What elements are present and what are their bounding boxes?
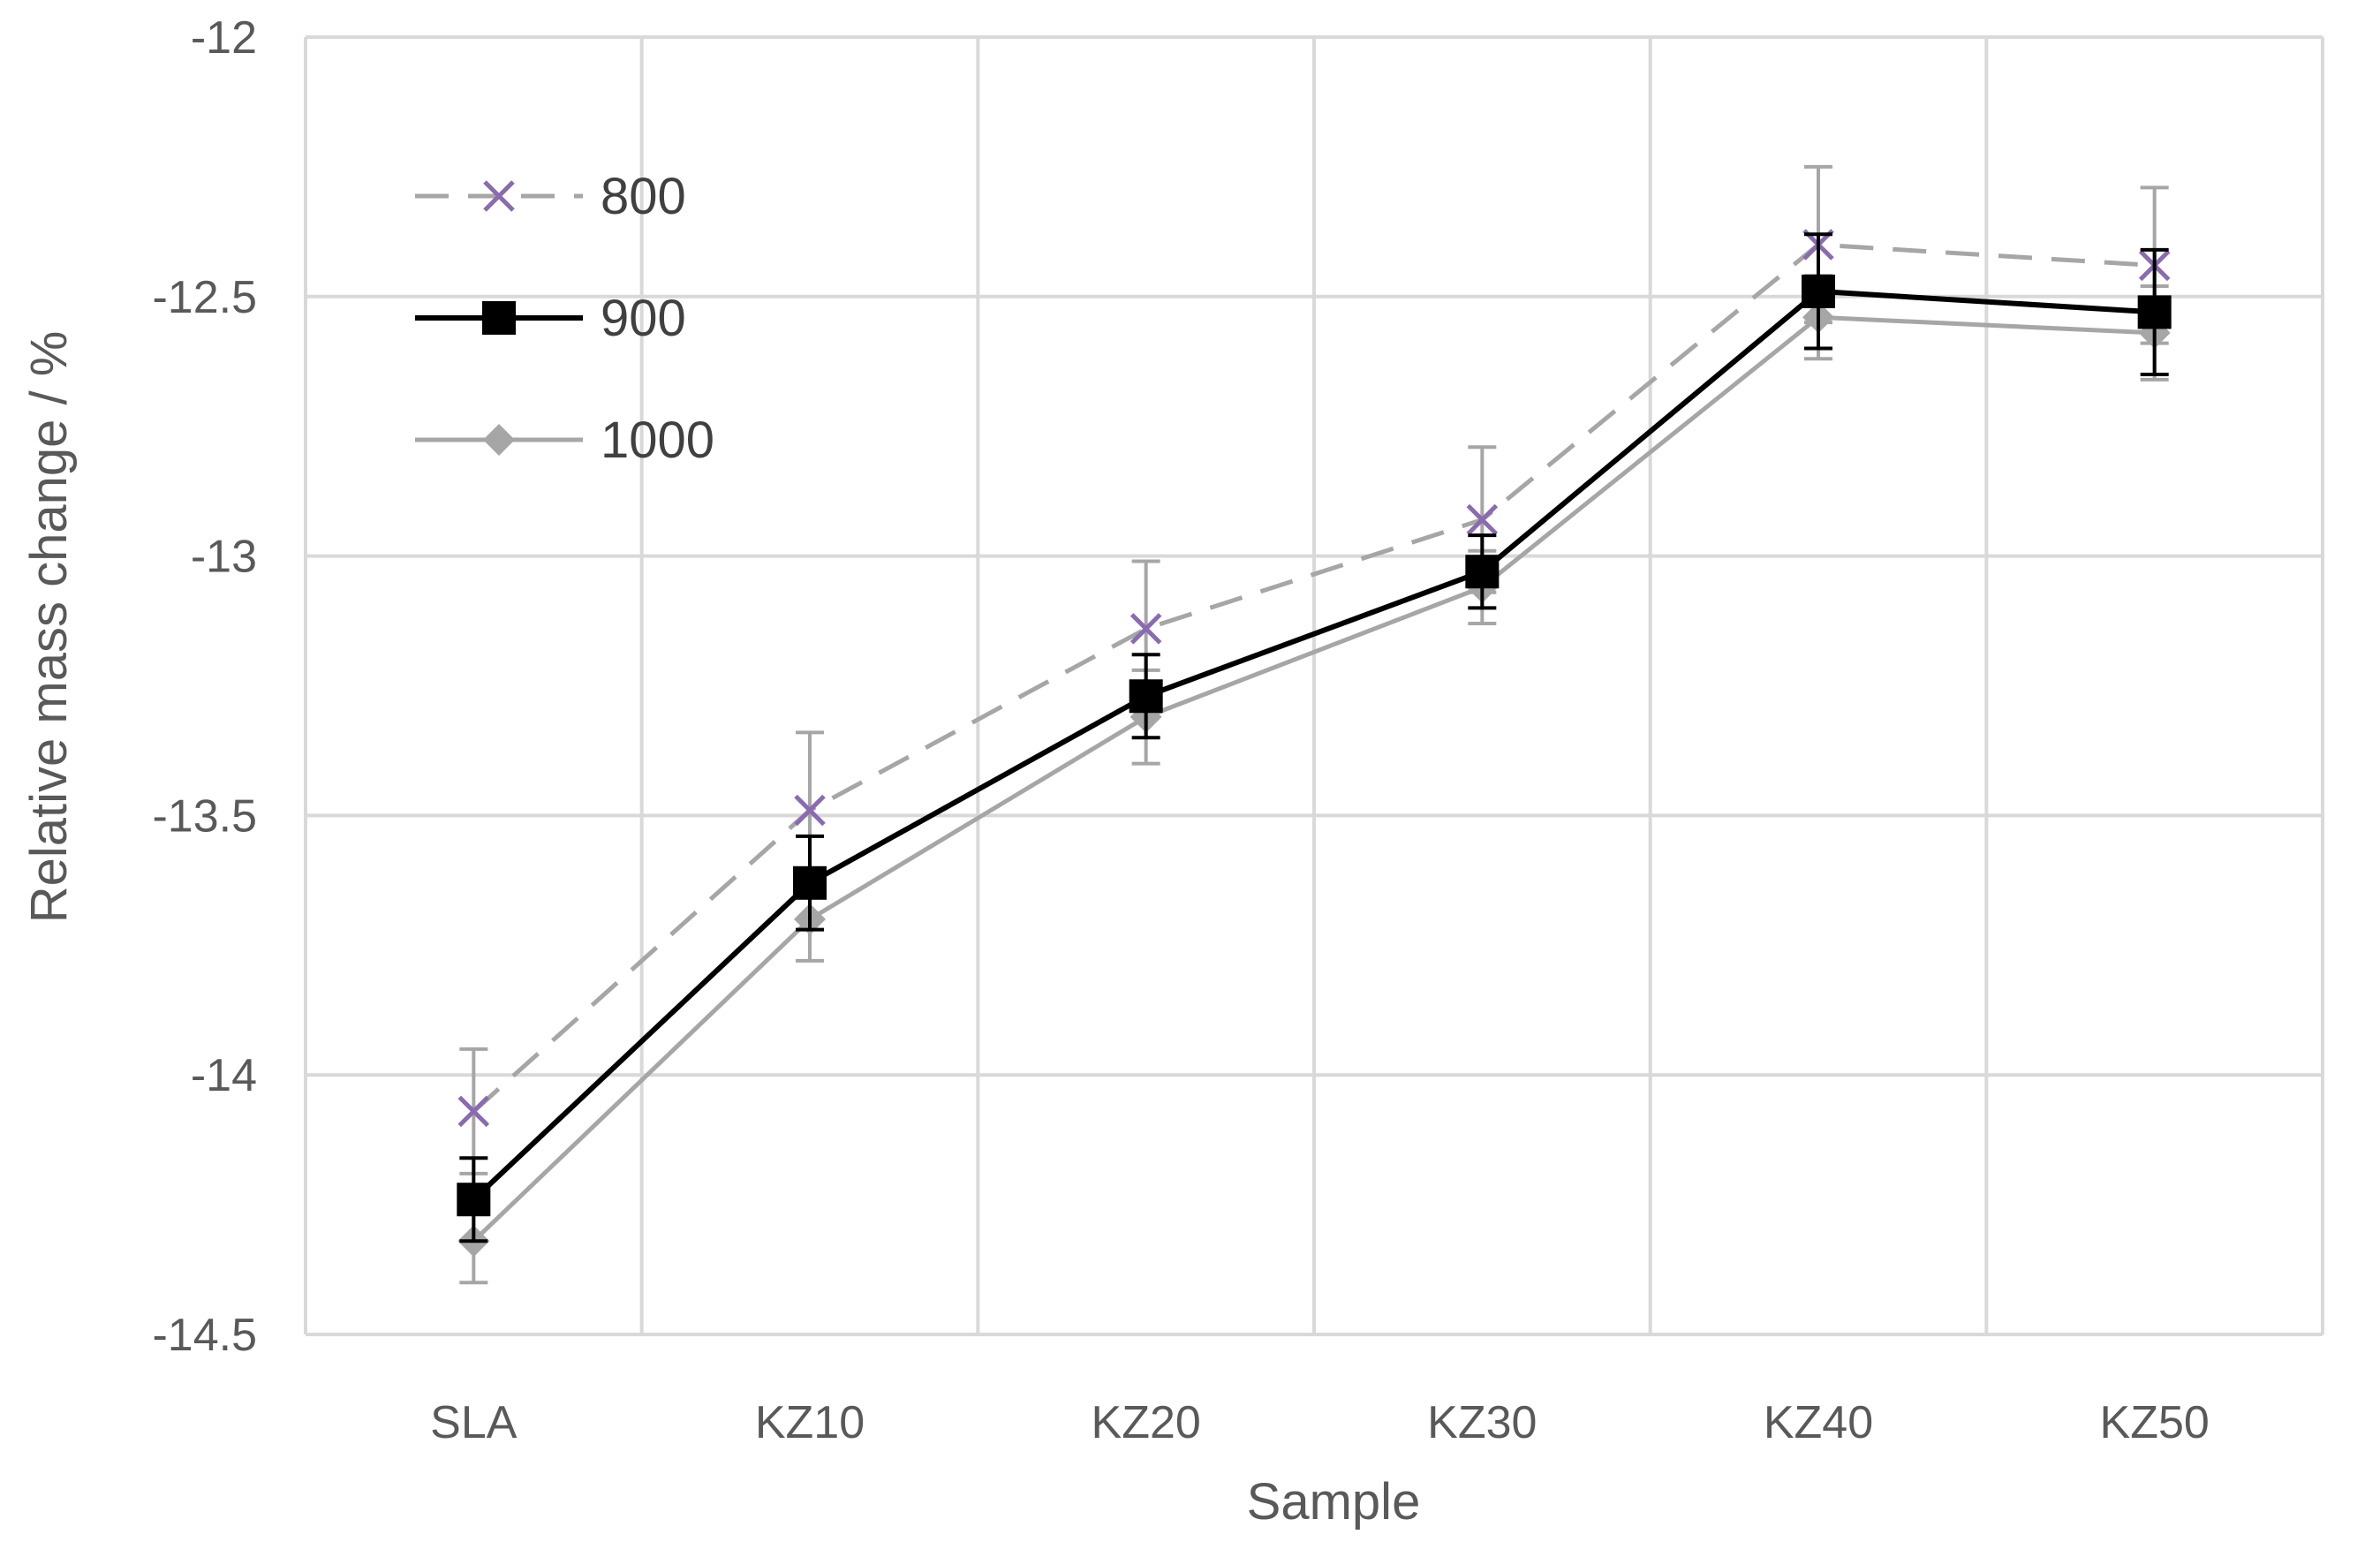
series-group [457, 164, 2172, 1285]
series-line [472, 288, 2155, 1202]
data-point [1802, 274, 1835, 308]
series-line [472, 314, 2155, 1243]
legend-marker [483, 424, 515, 456]
data-point [1465, 555, 1500, 589]
legend-item-1000: 1000 [415, 412, 714, 469]
legend-label: 1000 [601, 412, 714, 469]
legend-marker [483, 180, 515, 212]
y-tick-label: -13 [191, 532, 257, 583]
x-axis-title: Sample [1247, 1473, 1421, 1531]
data-point [457, 1183, 491, 1217]
data-point [1130, 613, 1162, 645]
data-point [1129, 679, 1163, 714]
legend-item-800: 800 [415, 168, 686, 225]
y-tick-label: -12.5 [152, 272, 257, 323]
x-tick-label: KZ50 [2100, 1397, 2210, 1448]
legend-label: 900 [601, 290, 686, 347]
x-tick-label: KZ40 [1764, 1397, 1873, 1448]
legend-item-900: 900 [415, 290, 686, 347]
series-line [472, 242, 2155, 1114]
data-point [1466, 503, 1499, 536]
x-tick-label: KZ10 [755, 1397, 865, 1448]
y-axis-title: Relative mass change / % [20, 331, 78, 924]
x-tick-label: KZ30 [1427, 1397, 1537, 1448]
legend: 800 900 1000 [415, 168, 714, 469]
data-point [794, 794, 826, 827]
x-axis-ticks: SLA KZ10 KZ20 KZ30 KZ40 KZ50 [430, 1397, 2210, 1448]
x-tick-label: SLA [430, 1397, 518, 1448]
y-tick-label: -12 [191, 12, 257, 64]
data-point [2137, 295, 2172, 329]
y-tick-label: -14.5 [152, 1310, 257, 1361]
legend-marker [482, 301, 516, 335]
data-point [457, 1095, 490, 1128]
gridlines [304, 35, 2324, 1336]
y-tick-label: -13.5 [152, 790, 257, 842]
x-tick-label: KZ20 [1092, 1397, 1201, 1448]
y-tick-label: -14 [191, 1050, 257, 1101]
legend-label: 800 [601, 168, 686, 225]
y-axis-ticks: -12 -12.5 -13 -13.5 -14 -14.5 [152, 12, 257, 1361]
series-900 [457, 232, 2172, 1243]
data-point [793, 865, 827, 900]
